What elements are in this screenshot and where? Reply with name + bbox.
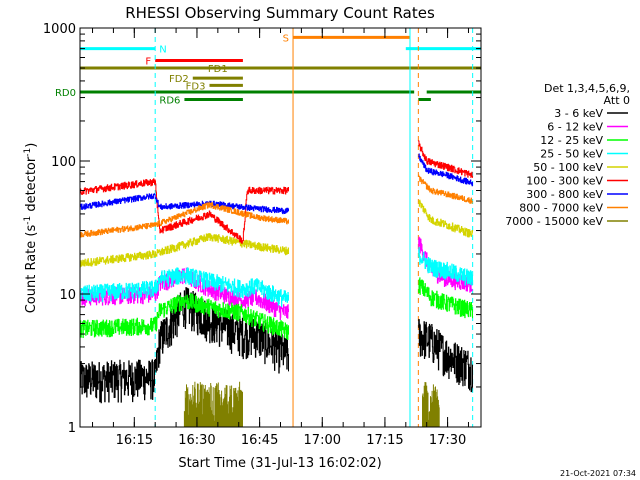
x-axis: 16:15 16:30 16:45 17:00 17:15 17:30 xyxy=(92,28,469,448)
series-300-800-kev-trace-0 xyxy=(79,193,289,215)
y-tick-label-0: 1 xyxy=(68,421,76,436)
x-tick-label-4: 17:15 xyxy=(366,433,403,448)
flag-label-rd6: RD6 xyxy=(159,96,180,107)
y-axis-label-main: Count Rate (s xyxy=(24,225,39,314)
series-50-100-kev-trace-0 xyxy=(79,233,289,268)
legend-label-5: 100 - 300 keV xyxy=(526,175,603,188)
legend-label-0: 3 - 6 keV xyxy=(554,107,603,120)
x-tick-label-3: 17:00 xyxy=(304,433,341,448)
flag-label-fd2: FD2 xyxy=(169,74,189,85)
x-tick-label-0: 16:15 xyxy=(116,433,153,448)
legend-label-2: 12 - 25 keV xyxy=(540,134,603,147)
legend-label-7: 800 - 7000 keV xyxy=(519,202,603,215)
series-layer xyxy=(79,140,473,427)
legend-header-line-2: Att 0 xyxy=(604,94,630,107)
series-100-300-kev-trace-0 xyxy=(79,178,289,244)
series-50-100-kev-trace-1 xyxy=(418,199,473,238)
legend-label-6: 300 - 800 keV xyxy=(526,188,603,201)
series-25-50-kev-trace-1 xyxy=(418,247,473,286)
flag-label-fd3: FD3 xyxy=(186,81,206,92)
y-tick-label-1: 10 xyxy=(59,288,76,303)
chart-title: RHESSI Observing Summary Count Rates xyxy=(125,4,435,22)
series-7000-15000-kev-trace-0 xyxy=(183,381,243,427)
series-12-25-kev-trace-0 xyxy=(79,293,289,340)
flag-label-rd0: RD0 xyxy=(55,88,76,99)
y-tick-label-3: 1000 xyxy=(43,22,76,37)
series-7000-15000-kev-trace-2 xyxy=(422,382,440,427)
series-800-7000-kev-trace-0 xyxy=(79,201,289,238)
flag-label-f: F xyxy=(145,56,151,67)
y-tick-label-2: 100 xyxy=(51,155,76,170)
flag-label-s: S xyxy=(283,33,289,44)
legend-label-3: 25 - 50 keV xyxy=(540,148,603,161)
x-tick-label-1: 16:30 xyxy=(178,433,215,448)
series-100-300-kev-trace-1 xyxy=(418,140,473,178)
flag-label-n: N xyxy=(159,45,166,56)
y-axis-label-end: ) xyxy=(24,143,39,148)
y-axis-label-sup1: -1 xyxy=(23,216,33,225)
series-25-50-kev-trace-0 xyxy=(79,267,289,307)
series-12-25-kev-trace-1 xyxy=(418,277,473,319)
vlines-layer xyxy=(154,28,474,427)
legend-label-1: 6 - 12 keV xyxy=(547,121,603,134)
series-3-6-kev-trace-0 xyxy=(79,287,289,404)
series-300-800-kev-trace-1 xyxy=(418,153,473,187)
legend-label-8: 7000 - 15000 keV xyxy=(505,215,603,228)
flag-label-fd1: FD1 xyxy=(208,64,228,75)
x-tick-label-5: 17:30 xyxy=(429,433,466,448)
series-3-6-kev-trace-1 xyxy=(418,319,473,393)
legend-label-4: 50 - 100 keV xyxy=(533,161,603,174)
series-800-7000-kev-trace-1 xyxy=(418,174,473,204)
footer-date: 21-Oct-2021 07:34 xyxy=(560,469,636,478)
y-axis-label: Count Rate (s-1 detector-1) xyxy=(23,143,39,314)
y-axis-label-mid: detector xyxy=(24,156,39,216)
legend-header-line-1: Det 1,3,4,5,6,9, xyxy=(544,82,630,95)
x-axis-label: Start Time (31-Jul-13 16:02:02) xyxy=(178,456,381,471)
x-tick-label-2: 16:45 xyxy=(241,433,278,448)
y-axis-label-sup2: -1 xyxy=(23,148,33,157)
y-axis: 1 10 100 1000 xyxy=(43,22,481,436)
